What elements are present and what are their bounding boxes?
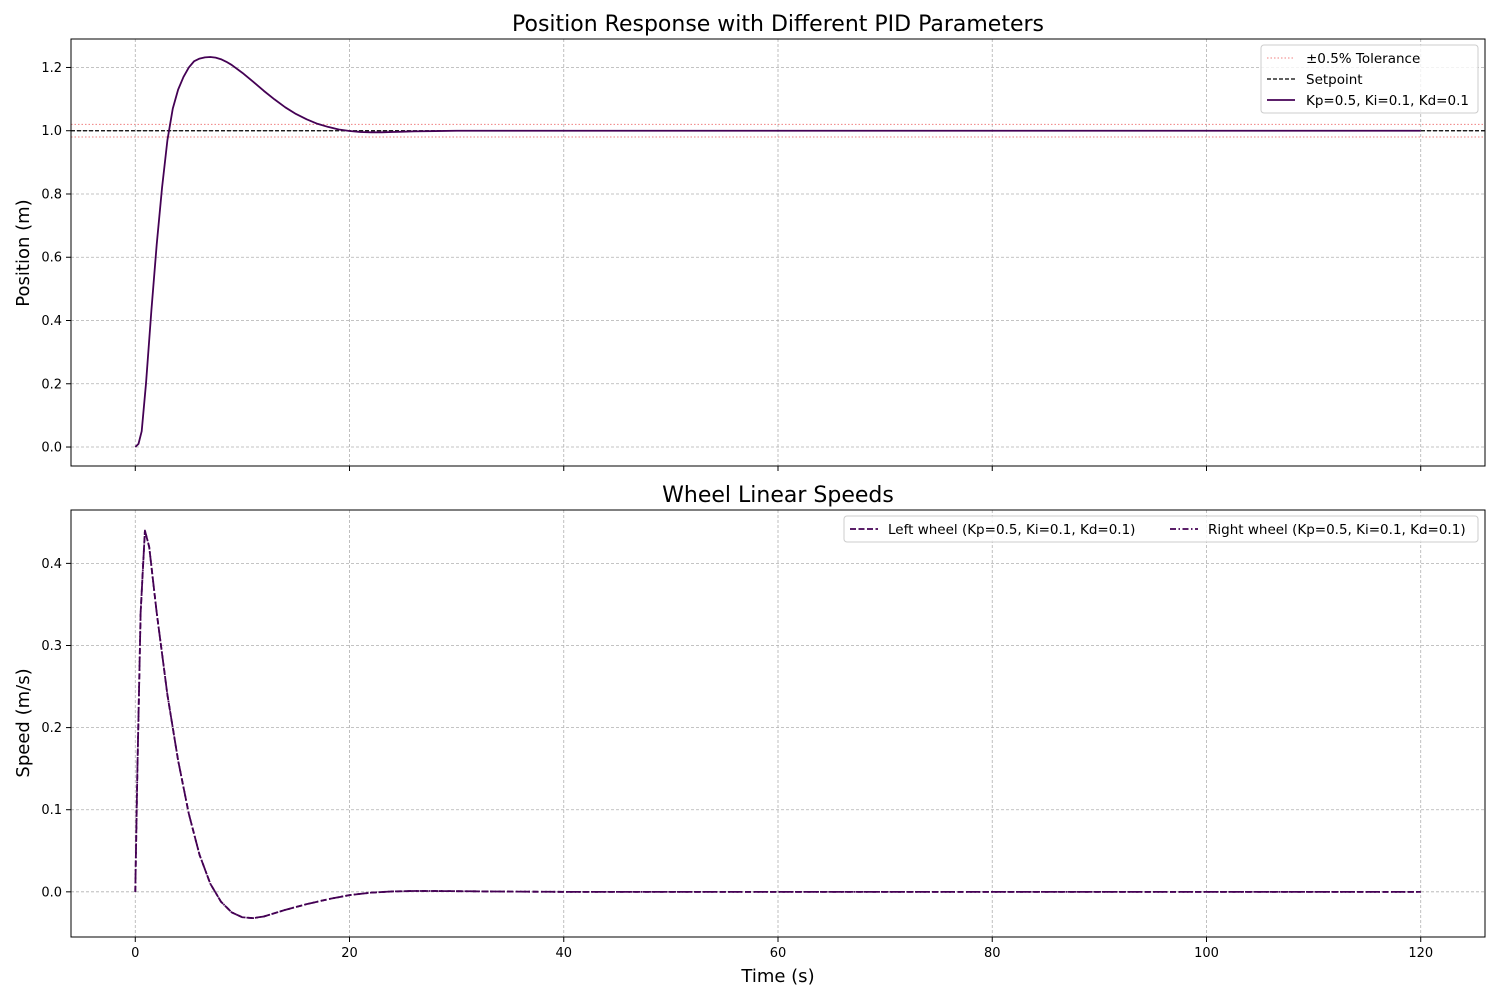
x-tick-label: 80 xyxy=(984,946,1001,961)
position-series xyxy=(134,56,1421,448)
speed-legend: Left wheel (Kp=0.5, Ki=0.1, Kd=0.1) Righ… xyxy=(843,515,1479,543)
y-tick-label: 0.3 xyxy=(41,639,62,654)
position-y-axis-label: Position (m) xyxy=(13,199,34,306)
legend-right-wheel-label: Right wheel (Kp=0.5, Ki=0.1, Kd=0.1) xyxy=(1208,522,1466,538)
position-legend-box xyxy=(1260,44,1479,114)
legend-left-wheel-label: Left wheel (Kp=0.5, Ki=0.1, Kd=0.1) xyxy=(888,522,1135,538)
legend-tolerance-label: ±0.5% Tolerance xyxy=(1306,51,1420,67)
right-wheel-speed-line xyxy=(134,529,1421,920)
y-tick-label: 1.0 xyxy=(41,124,62,139)
y-tick-label: 0.2 xyxy=(41,377,62,392)
position-chart-title: Position Response with Different PID Par… xyxy=(512,12,1044,37)
position-ticks: 0.0 0.2 0.4 0.6 0.8 1.0 1.2 xyxy=(41,61,1422,471)
y-tick-label: 0.0 xyxy=(41,885,62,900)
y-tick-label: 0.0 xyxy=(41,441,62,456)
y-tick-label: 0.8 xyxy=(41,187,62,202)
y-tick-label: 0.4 xyxy=(41,557,62,572)
x-tick-label: 0 xyxy=(131,946,139,961)
x-tick-label: 100 xyxy=(1194,946,1219,961)
x-tick-label: 40 xyxy=(555,946,572,961)
speed-y-axis-label: Speed (m/s) xyxy=(13,668,34,777)
position-legend: ±0.5% Tolerance Setpoint Kp=0.5, Ki=0.1,… xyxy=(1260,44,1479,114)
y-tick-label: 0.4 xyxy=(41,314,62,329)
speed-ticks: 0 20 40 60 80 100 120 0.0 0.1 0.2 0.3 0.4 xyxy=(41,557,1433,961)
left-wheel-speed-line xyxy=(134,529,1421,920)
position-response-line xyxy=(134,56,1421,448)
y-tick-label: 1.2 xyxy=(41,61,62,76)
position-panel: Position Response with Different PID Par… xyxy=(13,12,1486,471)
speed-panel: Wheel Linear Speeds Speed (m/s) Time (s)… xyxy=(13,483,1486,987)
y-tick-label: 0.6 xyxy=(41,251,62,266)
speed-legend-box xyxy=(843,515,1479,543)
y-tick-label: 0.1 xyxy=(41,803,62,818)
legend-response-label: Kp=0.5, Ki=0.1, Kd=0.1 xyxy=(1306,93,1469,109)
legend-setpoint-label: Setpoint xyxy=(1306,72,1363,88)
x-tick-label: 20 xyxy=(341,946,358,961)
y-tick-label: 0.2 xyxy=(41,721,62,736)
speed-series xyxy=(134,529,1421,920)
x-tick-label: 120 xyxy=(1408,946,1433,961)
speed-gridlines xyxy=(71,510,1485,937)
speed-chart-title: Wheel Linear Speeds xyxy=(662,483,894,508)
x-tick-label: 60 xyxy=(770,946,787,961)
x-axis-label: Time (s) xyxy=(740,966,814,987)
